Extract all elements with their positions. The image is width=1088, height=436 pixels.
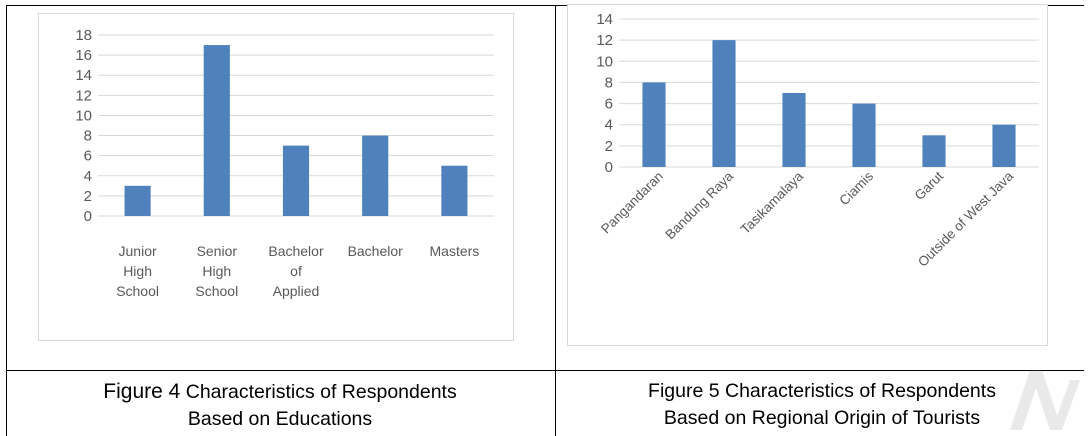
- education-chart-panel: 0 2 4 6 8 10 12 14 16 18 Junior High School Senior Hig…: [38, 13, 514, 341]
- bar: [992, 124, 1016, 167]
- y-tick-label: 10: [75, 107, 92, 124]
- bar: [712, 40, 736, 168]
- figure-4-title-line1: Characteristics of Respondents: [180, 381, 457, 403]
- y-tick-label: 0: [605, 159, 613, 176]
- x-tick-label: Garut: [912, 168, 947, 203]
- bar: [362, 135, 389, 216]
- bar: [441, 165, 468, 216]
- y-tick-label: 12: [596, 32, 613, 49]
- table-border-left: [6, 5, 7, 436]
- y-tick-label: 6: [605, 96, 613, 113]
- figure-4-caption: Figure 4 Characteristics of Respondents …: [10, 378, 550, 433]
- bar: [203, 45, 230, 216]
- table-border-middle: [555, 5, 556, 436]
- x-tick-label: Bachelor of Applied: [268, 243, 324, 299]
- y-tick-label: 16: [75, 47, 92, 64]
- figure-5-title-line2: Based on Regional Origin of Tourists: [663, 407, 981, 429]
- x-tick-label: Bachelor: [348, 243, 404, 259]
- y-tick-label: 10: [596, 53, 613, 70]
- table-border-top: [6, 5, 1084, 6]
- education-chart: 0 2 4 6 8 10 12 14 16 18 Junior High School Senior Hig…: [75, 27, 494, 299]
- y-tick-label: 4: [84, 168, 92, 185]
- x-tick-label: Ciamis: [836, 168, 876, 208]
- origin-chart-panel: 0 2 4 6 8 10 12 14 Pangandaran Bandung Raya Tasika…: [567, 4, 1048, 346]
- figure-4-title-line2: Based on Educations: [187, 408, 373, 430]
- y-tick-label: 8: [605, 74, 613, 91]
- y-tick-label: 2: [84, 188, 92, 205]
- y-tick-label: 6: [84, 148, 92, 165]
- bar: [642, 82, 666, 167]
- bar: [282, 145, 310, 216]
- figure-4-label: Figure 4: [103, 380, 181, 403]
- x-tick-label: Bandung Raya: [662, 168, 736, 242]
- x-tick-label: Masters: [430, 243, 480, 259]
- table-border-row-divider: [6, 370, 1084, 371]
- x-tick-label: Senior High School: [195, 243, 238, 299]
- watermark-graphic: [1010, 370, 1080, 430]
- bar: [782, 93, 806, 167]
- bar: [922, 135, 946, 167]
- bar: [124, 185, 151, 216]
- figure-5-caption: Figure 5 Characteristics of Respondents …: [560, 378, 1084, 432]
- y-tick-label: 18: [75, 27, 92, 44]
- y-tick-label: 4: [605, 117, 613, 134]
- y-tick-label: 12: [75, 87, 92, 104]
- x-tick-label: Junior High School: [116, 243, 159, 299]
- y-tick-label: 14: [75, 67, 92, 84]
- y-tick-label: 8: [84, 128, 92, 145]
- x-tick-label: Pangandaran: [598, 169, 666, 237]
- y-tick-label: 0: [84, 208, 92, 225]
- bar: [852, 103, 876, 167]
- y-tick-label: 14: [596, 11, 613, 28]
- figure-5-title-line1: Figure 5 Characteristics of Respondents: [648, 380, 996, 402]
- y-tick-label: 2: [605, 138, 613, 155]
- x-tick-label: Tasikamalaya: [738, 168, 807, 237]
